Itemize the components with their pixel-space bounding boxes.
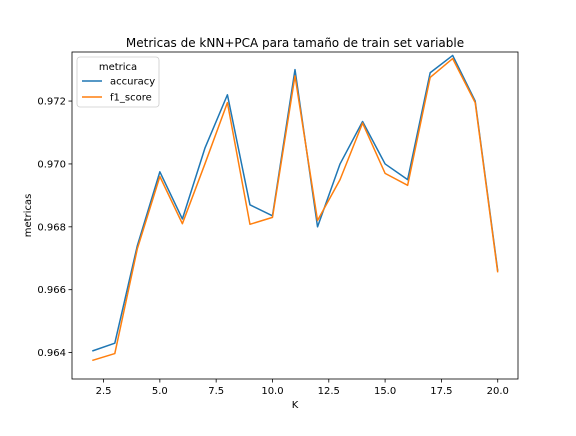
y-tick-label: 0.972 <box>37 97 66 108</box>
legend-label-f1-score: f1_score <box>110 93 152 104</box>
data-point-f1-score <box>361 122 363 124</box>
data-point-f1-score <box>114 352 116 354</box>
x-tick-label: 7.5 <box>208 386 224 397</box>
data-point-accuracy <box>339 163 341 165</box>
data-point-f1-score <box>249 223 251 225</box>
plot-frame <box>71 51 519 380</box>
legend-title: metrica <box>99 62 137 73</box>
y-axis-label: metricas <box>23 194 34 238</box>
data-point-f1-score <box>136 248 138 250</box>
data-point-accuracy <box>226 94 228 96</box>
x-tick-label: 10.0 <box>261 386 283 397</box>
data-point-f1-score <box>226 101 228 103</box>
data-point-accuracy <box>114 342 116 344</box>
x-tick-label: 15.0 <box>374 386 396 397</box>
data-point-accuracy <box>316 226 318 228</box>
x-tick-label: 12.5 <box>318 386 340 397</box>
data-point-accuracy <box>294 68 296 70</box>
chart-title: Metricas de kNN+PCA para tamaño de train… <box>126 36 464 50</box>
data-point-accuracy <box>429 72 431 74</box>
y-tick-label: 0.968 <box>37 222 66 233</box>
series-line-accuracy <box>92 54 499 352</box>
legend-label-accuracy: accuracy <box>110 77 155 88</box>
series-layer <box>91 54 499 362</box>
data-point-f1-score <box>497 271 499 273</box>
y-tick-label: 0.970 <box>37 159 66 170</box>
y-tick-label: 0.966 <box>37 285 66 296</box>
data-point-f1-score <box>294 75 296 77</box>
data-point-f1-score <box>339 178 341 180</box>
data-point-f1-score <box>91 359 93 361</box>
series-line-f1-score <box>92 57 499 362</box>
y-tick-label: 0.964 <box>37 348 66 359</box>
legend-box <box>76 56 160 108</box>
data-point-accuracy <box>249 204 251 206</box>
data-point-accuracy <box>384 163 386 165</box>
data-point-f1-score <box>159 175 161 177</box>
x-tick-label: 17.5 <box>430 386 452 397</box>
data-point-f1-score <box>406 184 408 186</box>
x-tick-label: 2.5 <box>96 386 112 397</box>
data-point-f1-score <box>316 219 318 221</box>
legend: metrica accuracy f1_score <box>76 56 160 108</box>
data-point-f1-score <box>429 76 431 78</box>
data-point-accuracy <box>204 147 206 149</box>
data-point-f1-score <box>181 222 183 224</box>
x-axis: 2.5 5.0 7.5 10.0 12.5 15.0 17.5 20.0 <box>96 379 509 397</box>
x-axis-label: K <box>292 400 299 411</box>
data-point-accuracy <box>159 171 161 173</box>
data-point-accuracy <box>451 54 453 56</box>
x-tick-label: 5.0 <box>152 386 168 397</box>
data-point-f1-score <box>451 57 453 59</box>
data-point-f1-score <box>271 216 273 218</box>
data-point-accuracy <box>91 350 93 352</box>
x-tick-label: 20.0 <box>487 386 509 397</box>
data-point-f1-score <box>204 163 206 165</box>
data-point-f1-score <box>384 172 386 174</box>
data-point-f1-score <box>474 101 476 103</box>
y-axis: 0.964 0.966 0.968 0.970 0.972 <box>37 97 72 359</box>
